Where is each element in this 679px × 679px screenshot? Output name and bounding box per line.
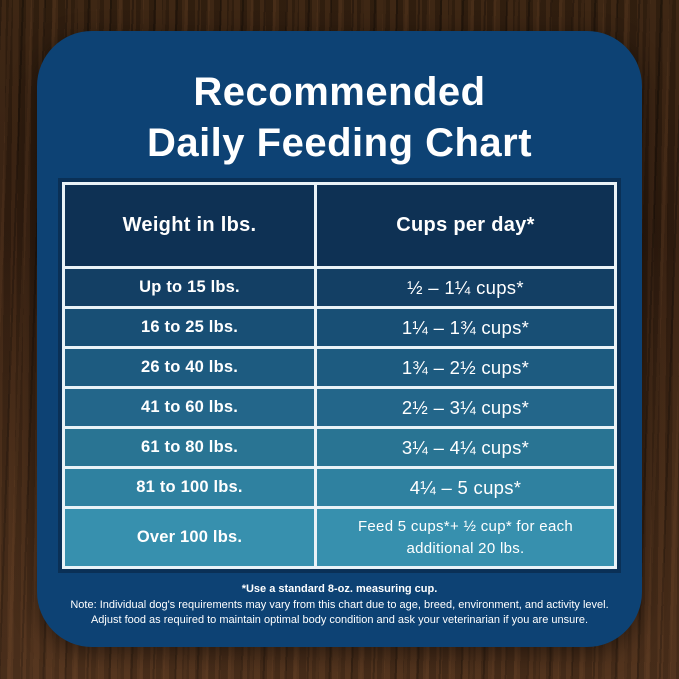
- table-cell-cups: 3¼ – 4¼ cups*: [317, 429, 614, 467]
- footnotes: *Use a standard 8-oz. measuring cup. Not…: [37, 582, 642, 628]
- table-cell-cups: 2½ – 3¼ cups*: [317, 389, 614, 427]
- title-line-1: Recommended: [193, 70, 486, 114]
- column-header-cups: Cups per day*: [317, 185, 614, 267]
- chart-title: Recommended Daily Feeding Chart: [37, 67, 642, 169]
- table-cell-cups: 4¼ – 5 cups*: [317, 469, 614, 507]
- table-cell-weight: 26 to 40 lbs.: [65, 349, 314, 387]
- table-cell-cups: ½ – 1¼ cups*: [317, 269, 614, 307]
- table-cell-weight: 81 to 100 lbs.: [65, 469, 314, 507]
- table-cell-weight: 16 to 25 lbs.: [65, 309, 314, 347]
- feeding-table: Weight in lbs. Cups per day* Up to 15 lb…: [62, 182, 617, 570]
- table-cell-weight: 61 to 80 lbs.: [65, 429, 314, 467]
- table-cell-weight: Up to 15 lbs.: [65, 269, 314, 307]
- table-cell-cups: 1¼ – 1¾ cups*: [317, 309, 614, 347]
- table-cell-cups: Feed 5 cups*+ ½ cup* for each additional…: [317, 509, 614, 567]
- footnote-measuring-cup: *Use a standard 8-oz. measuring cup.: [241, 583, 438, 596]
- table-cell-weight: 41 to 60 lbs.: [65, 389, 314, 427]
- table-cell-cups: 1¾ – 2½ cups*: [317, 349, 614, 387]
- table-cell-weight: Over 100 lbs.: [65, 509, 314, 567]
- title-line-2: Daily Feeding Chart: [146, 121, 533, 166]
- footnote-note-line-1: Note: Individual dog's requirements may …: [70, 598, 609, 611]
- feeding-chart-card: Recommended Daily Feeding Chart Weight i…: [37, 31, 642, 647]
- footnote-note-line-2: Adjust food as required to maintain opti…: [90, 614, 589, 627]
- column-header-weight: Weight in lbs.: [65, 185, 314, 267]
